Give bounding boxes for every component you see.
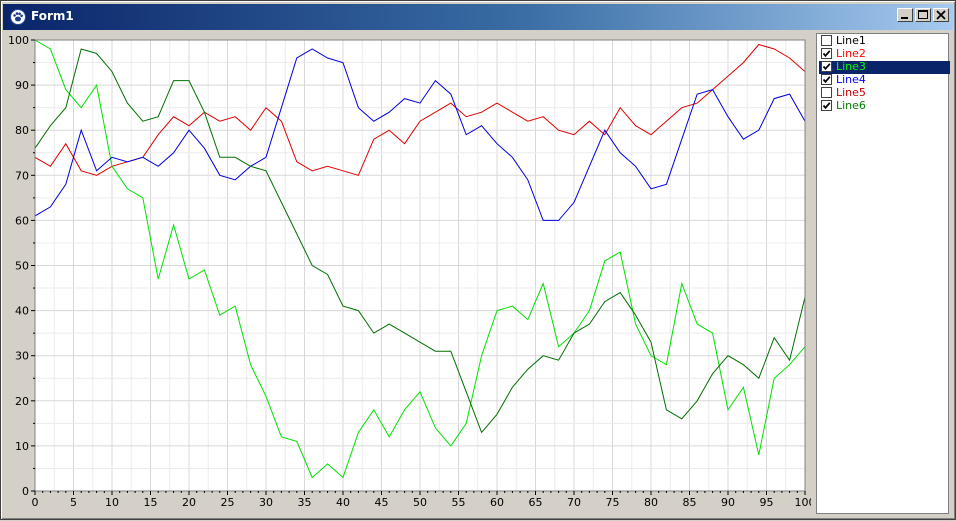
legend-label: Line2: [836, 47, 866, 60]
x-tick-label: 50: [413, 496, 427, 509]
y-tick-label: 50: [15, 260, 29, 273]
legend-checkbox[interactable]: [821, 48, 832, 59]
legend-item-line6[interactable]: Line6: [819, 99, 950, 113]
legend-label: Line1: [836, 34, 866, 47]
legend-item-line4[interactable]: Line4: [819, 73, 950, 87]
maximize-button[interactable]: [915, 8, 931, 22]
x-tick-label: 10: [105, 496, 119, 509]
x-tick-label: 75: [606, 496, 620, 509]
x-tick-label: 65: [529, 496, 543, 509]
legend-checkbox[interactable]: [821, 61, 832, 72]
series-line-line6: [34, 48, 806, 434]
legend-label: Line5: [836, 86, 866, 99]
legend-item-line1[interactable]: Line1: [819, 34, 950, 48]
window-title: Form1: [31, 9, 74, 23]
checkmark-icon: [822, 63, 831, 71]
y-tick-label: 90: [15, 79, 29, 92]
legend-item-line3[interactable]: Line3: [819, 60, 950, 74]
x-tick-label: 90: [721, 496, 735, 509]
x-tick-label: 25: [221, 496, 235, 509]
series-line-line2: [34, 43, 806, 176]
x-tick-label: 60: [490, 496, 504, 509]
x-tick-label: 5: [70, 496, 77, 509]
legend-checkbox[interactable]: [821, 100, 832, 111]
paw-icon[interactable]: [10, 9, 26, 25]
y-tick-label: 60: [15, 214, 29, 227]
title-bar[interactable]: Form1: [3, 4, 953, 30]
legend-label: Line6: [836, 99, 866, 112]
y-tick-label: 100: [8, 34, 29, 47]
x-tick-label: 100: [795, 496, 812, 509]
y-tick-label: 80: [15, 124, 29, 137]
close-button[interactable]: [933, 8, 949, 22]
x-tick-label: 40: [336, 496, 350, 509]
legend-checklist[interactable]: Line1 Line2 Line3 Line4 Line5 Line6: [816, 33, 950, 514]
legend-label: Line4: [836, 73, 866, 86]
y-tick-label: 20: [15, 395, 29, 408]
checkmark-icon: [822, 76, 831, 84]
legend-checkbox[interactable]: [821, 87, 832, 98]
y-tick-label: 10: [15, 440, 29, 453]
minimize-button[interactable]: [897, 8, 913, 22]
x-tick-label: 55: [452, 496, 466, 509]
x-tick-label: 30: [259, 496, 273, 509]
checkmark-icon: [822, 102, 831, 110]
x-tick-label: 80: [644, 496, 658, 509]
y-tick-label: 0: [22, 485, 29, 498]
legend-item-line5[interactable]: Line5: [819, 86, 950, 100]
x-tick-label: 35: [298, 496, 312, 509]
line-chart[interactable]: 0 10 20 30 40 50 60 70 80 90 100 0 5 10 15 20 25 30 35 40 45…: [1, 31, 811, 521]
y-tick-label: 40: [15, 305, 29, 318]
legend-item-line2[interactable]: Line2: [819, 47, 950, 61]
series-line-line4: [34, 48, 806, 221]
x-tick-label: 85: [683, 496, 697, 509]
minimize-icon: [901, 17, 908, 19]
chart-canvas: 0 10 20 30 40 50 60 70 80 90 100 0 5 10 15 20 25 30 35 40 45…: [8, 34, 812, 509]
y-tick-label: 30: [15, 350, 29, 363]
x-tick-label: 95: [760, 496, 774, 509]
series-line-line3: [34, 39, 806, 479]
x-tick-label: 15: [144, 496, 158, 509]
close-icon: [936, 10, 946, 20]
checkmark-icon: [822, 50, 831, 58]
x-tick-label: 70: [567, 496, 581, 509]
y-tick-label: 70: [15, 169, 29, 182]
legend-checkbox[interactable]: [821, 35, 832, 46]
x-tick-label: 20: [182, 496, 196, 509]
x-tick-label: 0: [32, 496, 39, 509]
x-tick-label: 45: [375, 496, 389, 509]
legend-label: Line3: [836, 60, 866, 73]
legend-checkbox[interactable]: [821, 74, 832, 85]
maximize-icon: [918, 10, 928, 19]
